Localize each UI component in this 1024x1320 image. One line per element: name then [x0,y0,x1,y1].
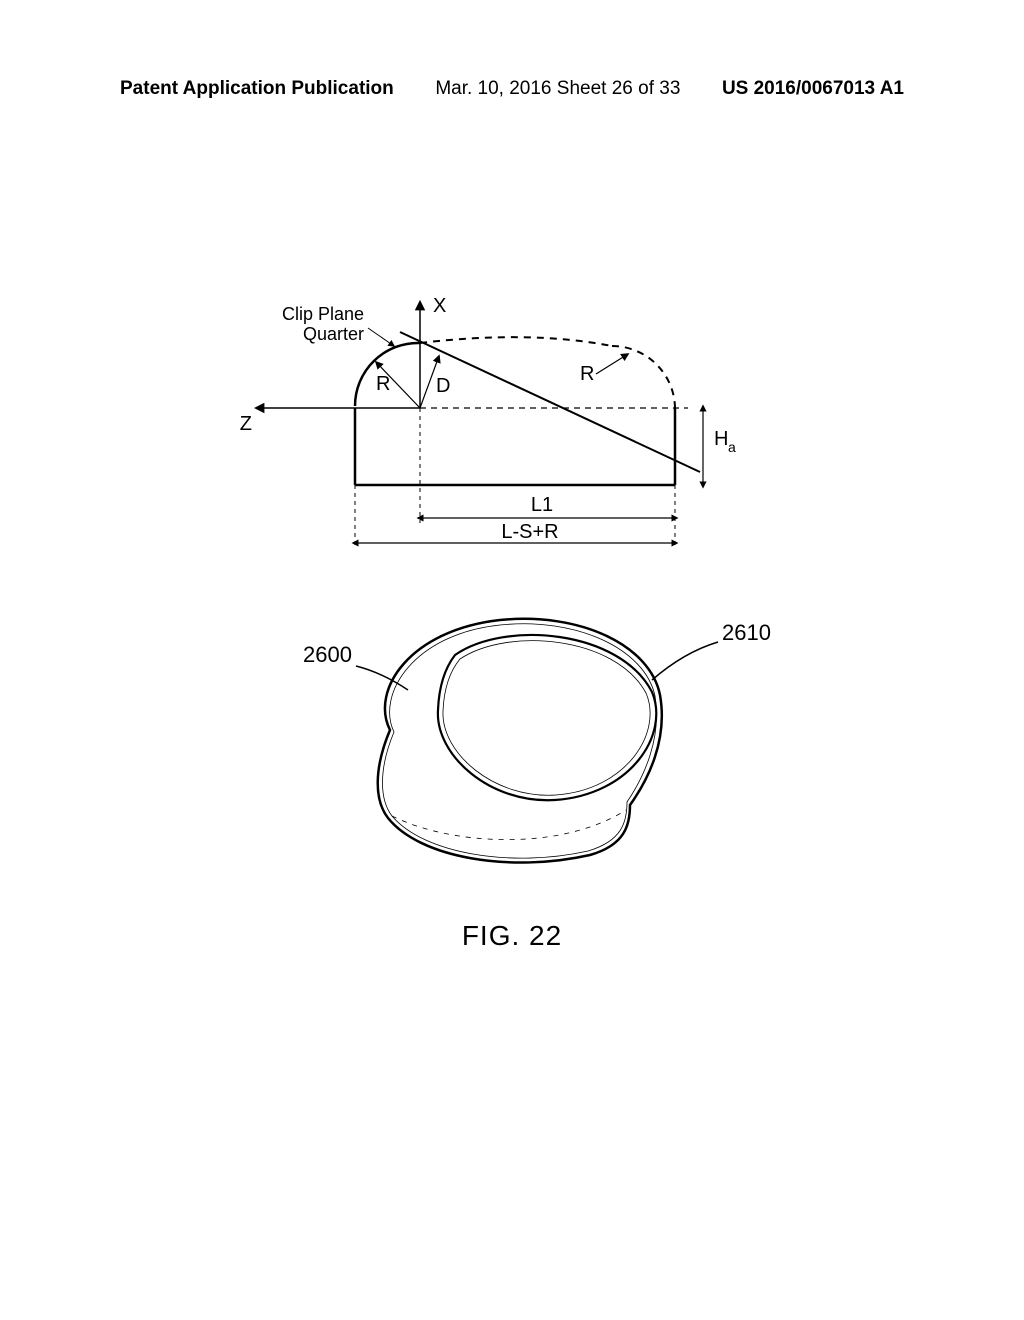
l1-label: L1 [531,494,553,516]
d-label: D [436,375,450,397]
ha-sub: a [728,439,736,455]
r-left-label: R [376,373,390,395]
figure-area: X Z Clip Plane Quarter [130,280,890,900]
x-axis-label: X [433,295,446,317]
header-left: Patent Application Publication [120,78,394,100]
ha-label: H [714,428,728,450]
header-mid: Mar. 10, 2016 Sheet 26 of 33 [435,78,680,100]
ref-2600: 2600 [303,642,352,667]
figure-caption: FIG. 22 [0,920,1024,952]
bottom-shape: 2610 2600 [303,619,771,863]
lsr-label: L-S+R [501,521,558,543]
clip-plane-label-line1: Clip Plane [282,304,364,324]
clip-plane-label-line2: Quarter [303,324,364,344]
figure-svg: X Z Clip Plane Quarter [130,280,890,900]
ref-2610: 2610 [722,620,771,645]
header: Patent Application Publication Mar. 10, … [0,78,1024,100]
top-schematic: X Z Clip Plane Quarter [240,295,736,548]
page: Patent Application Publication Mar. 10, … [0,0,1024,1320]
r-right-label: R [580,363,594,385]
z-axis-label: Z [240,413,252,435]
header-right: US 2016/0067013 A1 [722,78,904,100]
